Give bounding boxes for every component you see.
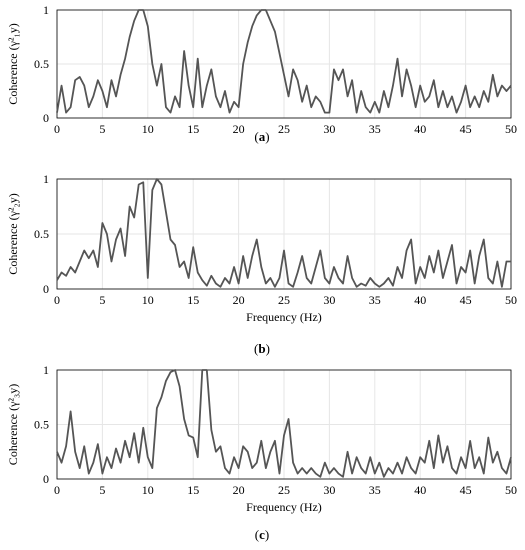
y-tick-label: 1 (43, 3, 49, 17)
x-tick-label: 40 (414, 122, 426, 136)
x-tick-label: 35 (369, 483, 381, 497)
panel-caption-letter: a (259, 129, 266, 144)
x-tick-label: 45 (460, 483, 472, 497)
x-tick-label: 25 (278, 293, 290, 307)
x-tick-label: 50 (505, 293, 517, 307)
panel-caption-letter: c (259, 527, 265, 542)
panel-caption: (c) (255, 527, 269, 542)
x-tick-label: 20 (233, 483, 245, 497)
x-tick-label: 15 (187, 483, 199, 497)
x-tick-label: 10 (142, 483, 154, 497)
x-tick-label: 0 (54, 483, 60, 497)
panel-caption-letter: b (258, 341, 265, 356)
x-tick-label: 40 (414, 293, 426, 307)
y-tick-label: 0.5 (34, 57, 49, 71)
coherence-series-line (56, 9, 512, 114)
plot-frame (56, 369, 512, 480)
y-tick-label: 1 (43, 363, 49, 377)
x-tick-label: 25 (278, 483, 290, 497)
x-tick-label: 25 (278, 122, 290, 136)
chart-panel-c: 0 5 10 15 20 25 30 35 40 45 50 0 0.5 1 Coherence (γ²₃y… (6, 363, 517, 542)
plot-frame (56, 178, 512, 290)
x-tick-label: 10 (142, 122, 154, 136)
x-tick-label: 15 (187, 293, 199, 307)
x-tick-label: 15 (187, 122, 199, 136)
y-tick-label: 0 (43, 282, 49, 296)
x-tick-label: 20 (233, 293, 245, 307)
chart-panel-b: 0 5 10 15 20 25 30 35 40 45 50 0 0.5 1 Coherence (γ²₂y… (6, 172, 517, 356)
x-tick-label: 30 (323, 483, 335, 497)
x-tick-label: 45 (460, 293, 472, 307)
coherence-series-line (56, 369, 512, 478)
panel-caption: (b) (254, 341, 270, 356)
y-tick-label: 0 (43, 472, 49, 486)
coherence-series-line (56, 178, 511, 288)
x-tick-label: 5 (99, 122, 105, 136)
x-tick-label: 5 (99, 293, 105, 307)
x-tick-label: 40 (414, 483, 426, 497)
x-tick-label: 0 (54, 293, 60, 307)
x-axis-label: Frequency (Hz) (246, 500, 322, 514)
x-tick-label: 10 (142, 293, 154, 307)
y-axis-label: Coherence (γ²₁y) (6, 23, 20, 104)
x-axis-label: Frequency (Hz) (246, 310, 322, 324)
plot-frame (56, 9, 512, 119)
panel-caption: (a) (254, 129, 269, 144)
x-tick-label: 35 (369, 293, 381, 307)
y-tick-label: 0.5 (34, 418, 49, 432)
x-tick-label: 50 (505, 483, 517, 497)
y-tick-label: 1 (43, 172, 49, 186)
y-tick-label: 0.5 (34, 227, 49, 241)
y-tick-label: 0 (43, 111, 49, 125)
x-tick-label: 0 (54, 122, 60, 136)
y-axis-label: Coherence (γ²₃y) (6, 384, 20, 465)
x-tick-label: 20 (233, 122, 245, 136)
x-tick-label: 45 (460, 122, 472, 136)
chart-panel-a: 0 5 10 15 20 25 30 35 40 45 50 0 0.5 1 Coherence (γ²₁y… (6, 3, 517, 144)
y-axis-label: Coherence (γ²₂y) (6, 193, 20, 274)
x-tick-label: 30 (323, 293, 335, 307)
x-tick-label: 5 (99, 483, 105, 497)
x-tick-label: 35 (369, 122, 381, 136)
x-tick-label: 30 (323, 122, 335, 136)
x-tick-label: 50 (505, 122, 517, 136)
